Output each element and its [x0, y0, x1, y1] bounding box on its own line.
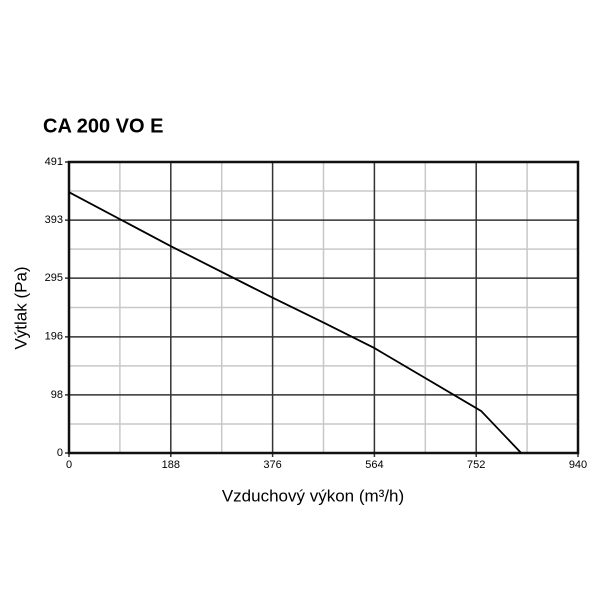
x-tick-label: 0 — [66, 459, 72, 471]
y-tick-label: 295 — [45, 272, 63, 284]
x-tick-label: 940 — [569, 459, 587, 471]
y-tick-label: 393 — [45, 214, 63, 226]
y-tick-label: 491 — [45, 156, 63, 168]
y-tick-label: 0 — [57, 447, 63, 459]
y-axis-label: Výtlak (Pa) — [11, 266, 30, 349]
y-tick-label: 98 — [51, 389, 63, 401]
chart-title: CA 200 VO E — [43, 115, 163, 137]
data-line — [68, 191, 522, 454]
plot-border — [67, 160, 580, 455]
x-tick-label: 188 — [162, 459, 180, 471]
x-axis-label: Vzduchový výkon (m³/h) — [222, 486, 404, 505]
x-tick-label: 564 — [365, 459, 383, 471]
x-tick-label: 752 — [467, 459, 485, 471]
x-tick-label: 376 — [263, 459, 281, 471]
y-tick-label: 196 — [45, 331, 63, 343]
